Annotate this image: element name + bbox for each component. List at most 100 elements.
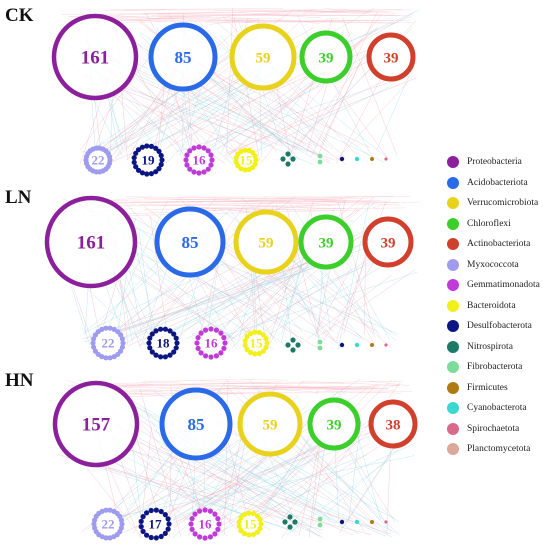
otu-node <box>99 326 105 332</box>
network-edge <box>188 207 335 211</box>
module-count: 59 <box>263 417 278 433</box>
network-edge <box>376 76 409 151</box>
network-edge <box>309 9 347 15</box>
module-desulfobacterota: 18 <box>146 326 180 360</box>
module-backdrop <box>149 329 177 357</box>
otu-node <box>192 511 198 517</box>
otu-node <box>264 340 270 346</box>
network-edge <box>110 455 310 521</box>
network-edge <box>122 387 375 392</box>
legend-color-swatch <box>447 176 459 189</box>
otu-node <box>242 338 248 344</box>
module-proteobacteria: 157 <box>52 380 140 468</box>
module-count: 16 <box>199 517 213 532</box>
otu-node <box>290 156 296 162</box>
legend-label: Cyanobacterota <box>467 403 527 413</box>
module-count: 39 <box>384 50 399 66</box>
network-edge <box>318 62 361 154</box>
network-edge <box>223 76 393 157</box>
otu-node <box>173 335 179 341</box>
network-edge <box>337 203 370 350</box>
otu-node <box>148 507 154 514</box>
network-edge <box>245 379 392 523</box>
module-count: 157 <box>82 415 111 436</box>
network-edge <box>70 458 372 536</box>
module-count: 15 <box>240 153 254 168</box>
modules-ck: 161 85 59 39 39 22 19 16 15 <box>51 13 416 177</box>
otu-node <box>173 345 179 351</box>
network-edge <box>124 216 288 348</box>
module-count: 161 <box>77 233 106 254</box>
network-edge <box>142 379 237 383</box>
otu-node <box>292 519 298 525</box>
legend-color-swatch <box>447 443 459 455</box>
network-edge <box>99 384 388 389</box>
otu-node <box>195 335 201 341</box>
otu-node <box>119 344 125 350</box>
module-ring <box>44 195 138 289</box>
modules-hn: 157 85 59 39 38 22 17 16 15 <box>52 380 418 541</box>
network-edge <box>263 196 267 199</box>
legend-label: Chloroflexi <box>467 218 511 229</box>
network-edge <box>239 379 289 381</box>
otu-node <box>209 157 215 163</box>
network-edge <box>369 381 410 386</box>
otu-node <box>194 340 200 346</box>
network-edge <box>82 196 394 201</box>
otu-node <box>198 350 204 356</box>
otu-node <box>144 510 150 516</box>
network-edge <box>164 12 415 150</box>
network-edge <box>252 9 314 15</box>
otu-node <box>156 166 162 172</box>
otu-node <box>263 344 269 351</box>
module-count: 17 <box>149 517 163 532</box>
otu-node <box>171 331 177 337</box>
network-edge <box>217 430 244 538</box>
legend-item-bacteroidota: Bacteroidota <box>447 296 516 316</box>
legend-color-swatch <box>447 320 459 332</box>
network-edge <box>372 206 379 210</box>
network-edge <box>158 447 284 537</box>
legend-color-swatch <box>447 197 459 209</box>
legend-label: Desulfobacterota <box>467 321 532 331</box>
module-ring <box>307 397 361 451</box>
otu-node <box>149 331 155 337</box>
otu-node <box>106 154 113 160</box>
module-ring <box>229 23 297 91</box>
otu-node <box>242 342 248 348</box>
otu-node <box>198 330 204 336</box>
module-count: 15 <box>244 517 258 532</box>
network-edge <box>325 18 338 20</box>
module-count: 39 <box>327 417 342 433</box>
network-edge <box>139 201 420 205</box>
otu-node <box>135 167 142 173</box>
otu-node <box>238 527 244 534</box>
otu-node <box>120 340 126 346</box>
otu-node <box>203 327 209 333</box>
module-proteobacteria: 161 <box>51 13 139 101</box>
network-edge <box>364 260 366 335</box>
otu-node <box>107 535 113 541</box>
network-edge <box>281 444 345 521</box>
legend-item-desulfobacterota: Desulfobacterota <box>447 316 532 336</box>
module-actinobacteriota: 39 <box>362 216 414 268</box>
legend-item-chloroflexi: Chloroflexi <box>447 214 511 234</box>
otu-node <box>280 156 286 162</box>
legend-label: Myxococcota <box>467 259 519 270</box>
network-edge <box>238 199 303 203</box>
network-edge <box>183 444 386 537</box>
otu-node <box>196 170 202 176</box>
otu-node <box>339 156 345 162</box>
network-edge <box>303 200 401 206</box>
network-edge <box>103 14 172 21</box>
module-bacteroidota: 15 <box>233 147 259 173</box>
otu-node <box>107 355 113 361</box>
network-edge <box>146 17 256 22</box>
network-edge <box>100 79 334 160</box>
legend-item-acidobacteriota: Acidobacteriota <box>447 173 528 193</box>
otu-node <box>384 343 388 347</box>
network-edge <box>316 269 351 331</box>
otu-node <box>158 508 164 515</box>
module-verrucomicrobiota: 59 <box>233 209 299 275</box>
